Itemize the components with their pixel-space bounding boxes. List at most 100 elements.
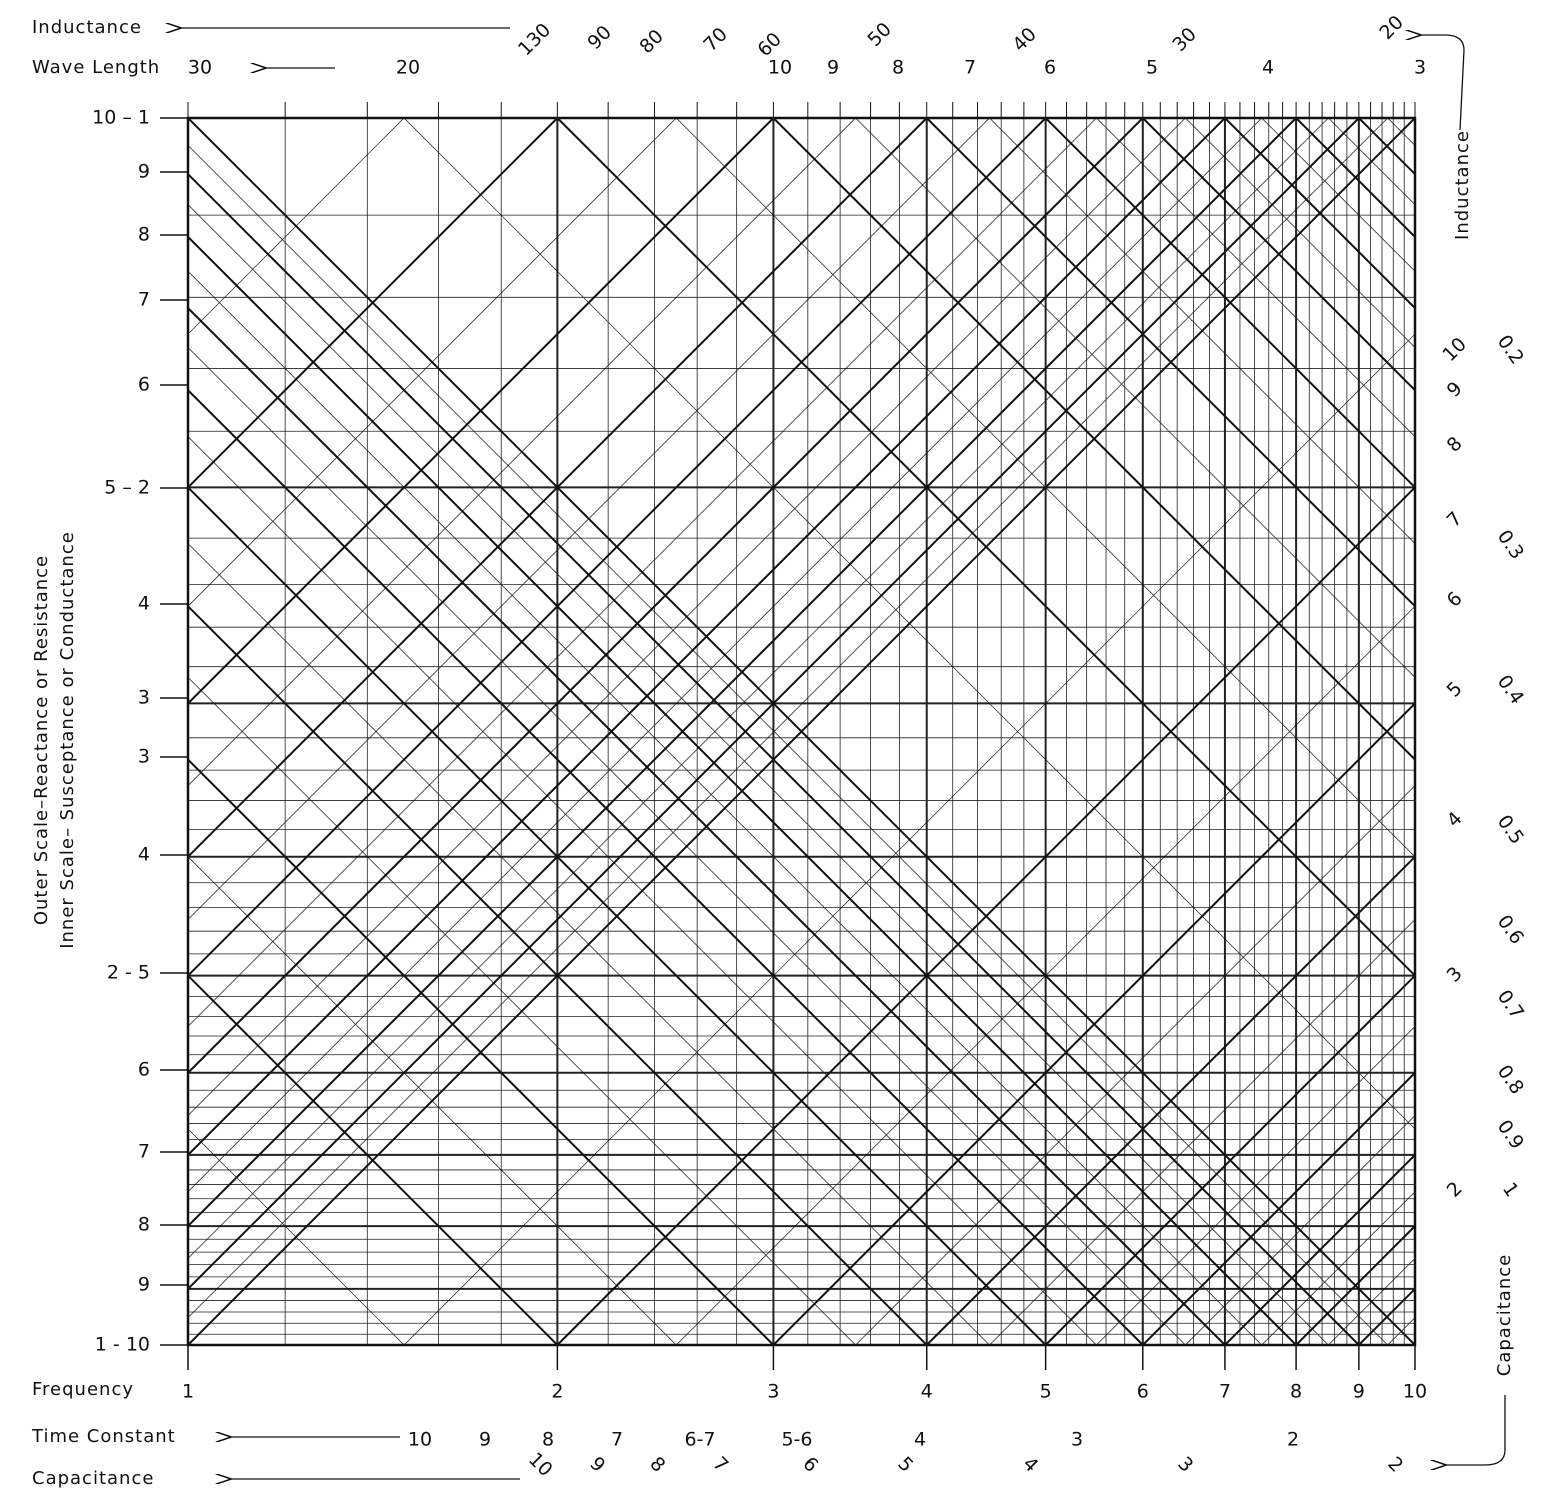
right-capacitance-label: 9 [1443, 378, 1467, 402]
left-inner-title: Inner Scale– Susceptance or Conductance [57, 531, 78, 949]
time-constant-title: Time Constant [31, 1426, 176, 1447]
grid [0, 118, 1563, 1345]
wave-label: 9 [827, 57, 839, 79]
left-tick-label: 3 [138, 687, 150, 709]
left-tick-label: 4 [138, 593, 150, 615]
wave-label: 4 [1262, 57, 1274, 79]
diag-up [557, 118, 1563, 1345]
left-tick-label: 10 – 1 [92, 107, 150, 129]
bottom-capacitance-label: 4 [1018, 1453, 1042, 1477]
time-constant-label: 10 [408, 1429, 432, 1451]
top-inductance-label: 90 [583, 21, 616, 54]
left-tick-label: 9 [138, 161, 150, 183]
diag-up [927, 118, 1563, 1345]
left-tick-label: 5 – 2 [104, 477, 150, 499]
diag-up [404, 118, 1563, 1345]
right-capacitance-label: 7 [1443, 508, 1467, 532]
frequency-label: 7 [1219, 1381, 1231, 1403]
diag-up [0, 118, 856, 1345]
left-tick-label: 9 [138, 1274, 150, 1296]
wave-label: 5 [1146, 57, 1158, 79]
time-constant-label: 3 [1071, 1429, 1083, 1451]
diag-down [0, 118, 1046, 1345]
diag-up [0, 118, 1143, 1345]
diag-up [1185, 118, 1563, 1345]
diag-down [0, 118, 856, 1345]
diag-down [1096, 118, 1563, 1345]
diag-up [1143, 118, 1563, 1345]
right-capacitance-label: 10 [1438, 333, 1471, 366]
wave-length-title: Wave Length [32, 57, 160, 78]
capacitance-title: Capacitance [32, 1468, 154, 1489]
top-inductance-label: 80 [635, 25, 668, 58]
right-capacitance-label: 3 [1443, 963, 1467, 987]
right-inductance-label: 0.6 [1493, 911, 1528, 948]
right-inductance-label: 0.4 [1493, 671, 1528, 708]
right-capacitance-label: 5 [1443, 678, 1467, 702]
frequency-label: 5 [1040, 1381, 1052, 1403]
left-tick-label: 6 [138, 374, 150, 396]
diag-up [1046, 118, 1563, 1345]
diag-up [1262, 118, 1563, 1345]
diag-up [0, 118, 1046, 1345]
right-inductance-label: 0.9 [1493, 1116, 1528, 1153]
reactance-chart: Inductance Wave Length Outer Scale–Reactan… [0, 0, 1563, 1497]
right-inductance-label: 1 [1498, 1178, 1523, 1201]
time-constant-label: 6-7 [684, 1429, 715, 1451]
diag-down [1296, 118, 1563, 1345]
frequency-label: 6 [1137, 1381, 1149, 1403]
diag-down [1225, 118, 1563, 1345]
left-tick-label: 7 [138, 289, 150, 311]
left-tick-label: 8 [138, 1214, 150, 1236]
frequency-label: 4 [921, 1381, 933, 1403]
diag-down [0, 118, 557, 1345]
bottom-capacitance-label: 9 [585, 1453, 609, 1477]
wave-label: 8 [892, 57, 904, 79]
diag-up [0, 118, 773, 1345]
bottom-capacitance-label: 7 [708, 1453, 732, 1477]
bottom-capacitance-label: 5 [893, 1453, 917, 1477]
diag-down [0, 118, 188, 1345]
wave-label: 30 [188, 57, 212, 79]
diag-up [0, 118, 1185, 1345]
right-capacitance-title: Capacitance [1494, 1254, 1515, 1376]
diag-up [1415, 118, 1563, 1345]
left-tick-label: 6 [138, 1059, 150, 1081]
bottom-capacitance-label: 8 [645, 1453, 669, 1477]
diag-up [676, 118, 1563, 1345]
diag-up [1328, 118, 1563, 1345]
wave-label: 3 [1414, 57, 1426, 79]
frequency-label: 2 [551, 1381, 563, 1403]
right-inductance-title: Inductance [1452, 130, 1473, 240]
time-constant-label: 7 [611, 1429, 623, 1451]
right-inductance-label: 0.5 [1493, 811, 1528, 848]
wave-label: 10 [768, 57, 792, 79]
diag-down [676, 118, 1563, 1345]
diag-up [1359, 118, 1563, 1345]
diag-down [1143, 118, 1563, 1345]
diag-down [927, 118, 1563, 1345]
diag-down [404, 118, 1563, 1345]
right-capacitance-label: 6 [1443, 588, 1467, 612]
diag-up [1296, 118, 1563, 1345]
diag-down [0, 118, 1143, 1345]
diag-down [1046, 118, 1563, 1345]
top-inductance-label: 130 [514, 19, 555, 60]
wave-label: 7 [964, 57, 976, 79]
right-inductance-label: 0.3 [1493, 526, 1528, 563]
time-constant-label: 9 [479, 1429, 491, 1451]
diag-down [0, 118, 1185, 1345]
frequency-label: 3 [767, 1381, 779, 1403]
left-outer-title: Outer Scale–Reactance or Resistance [31, 555, 52, 925]
top-inductance-title: Inductance [32, 17, 142, 38]
diag-up [0, 118, 557, 1345]
frequency-label: 8 [1290, 1381, 1302, 1403]
left-tick-label: 8 [138, 224, 150, 246]
right-inductance-label: 0.7 [1493, 986, 1528, 1023]
bottom-capacitance-label: 10 [524, 1448, 557, 1481]
top-inductance-label: 50 [863, 18, 896, 51]
diag-down [557, 118, 1563, 1345]
wave-label: 6 [1044, 57, 1056, 79]
bottom-capacitance-label: 3 [1173, 1453, 1197, 1477]
diag-down [1262, 118, 1563, 1345]
